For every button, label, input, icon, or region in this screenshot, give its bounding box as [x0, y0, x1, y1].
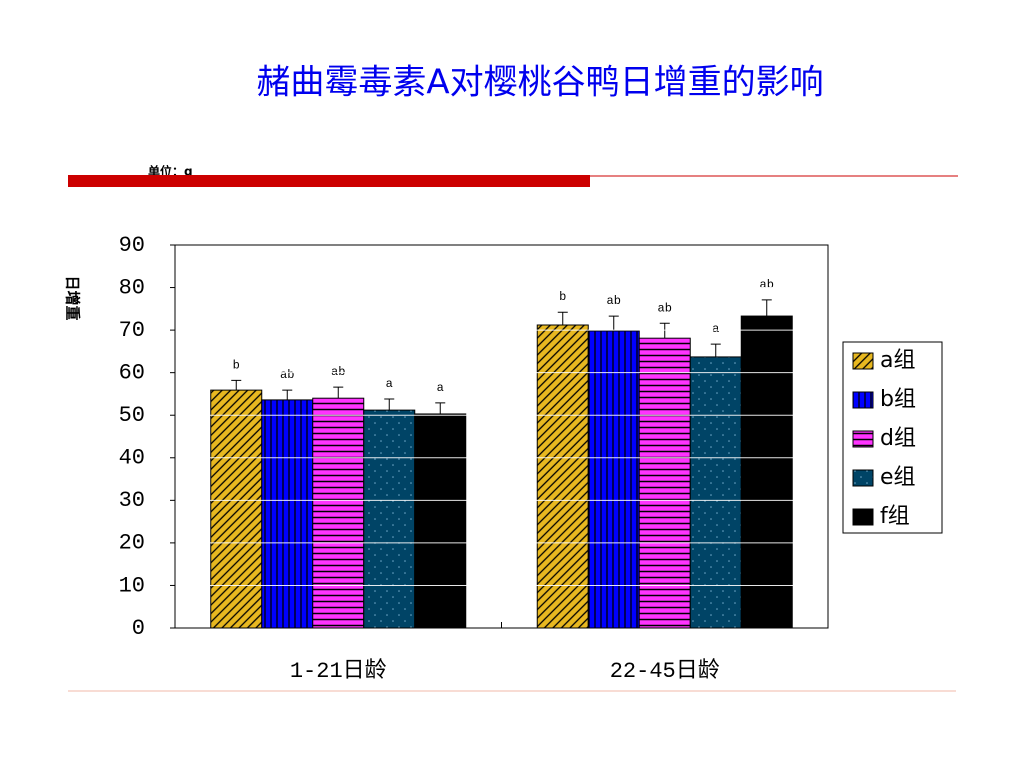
y-tick-label: 70	[119, 318, 145, 343]
unit-label: 单位：g	[148, 164, 193, 179]
y-tick-label: 30	[119, 488, 145, 513]
error-bar	[384, 398, 395, 411]
y-tick-label: 10	[119, 573, 145, 598]
error-bar	[608, 315, 619, 331]
header-bar	[68, 175, 590, 187]
bar	[210, 389, 263, 629]
x-tick-label: 1-21日龄	[290, 658, 387, 684]
bar	[689, 356, 742, 629]
significance-label: b	[559, 290, 566, 304]
bar	[261, 399, 314, 629]
y-tick-label: 60	[119, 360, 145, 385]
error-bar	[659, 322, 670, 339]
y-axis-label: 日增重	[64, 275, 82, 320]
legend-label: a组	[880, 348, 915, 373]
legend-swatch	[852, 352, 874, 370]
legend-swatch	[852, 391, 874, 409]
legend-swatch	[852, 508, 874, 526]
bar	[638, 337, 691, 629]
y-tick-label: 0	[132, 616, 145, 641]
significance-label: ab	[760, 278, 774, 292]
significance-label: ab	[658, 301, 672, 315]
significance-label: ab	[280, 368, 294, 382]
error-bar	[435, 402, 446, 414]
significance-label: b	[233, 358, 240, 372]
legend-swatch	[852, 430, 874, 448]
legend-label: f组	[880, 504, 910, 529]
bar	[740, 315, 793, 629]
bar	[414, 413, 467, 629]
x-tick-label: 22-45日龄	[610, 658, 720, 684]
y-tick-label: 90	[119, 233, 145, 258]
error-bar	[761, 299, 772, 317]
significance-label: a	[712, 322, 719, 336]
legend-label: b组	[880, 387, 916, 412]
error-bar	[557, 311, 568, 326]
significance-label: a	[437, 381, 444, 395]
legend-label: d组	[880, 426, 916, 451]
error-bar	[231, 379, 242, 391]
legend-swatch	[852, 469, 874, 487]
y-tick-label: 50	[119, 403, 145, 428]
bar	[536, 324, 589, 629]
error-bar	[710, 343, 721, 357]
bar	[363, 409, 416, 629]
bar	[312, 397, 365, 629]
y-tick-label: 40	[119, 446, 145, 471]
y-tick-label: 80	[119, 275, 145, 300]
legend-label: e组	[880, 465, 916, 490]
significance-label: a	[386, 377, 393, 391]
significance-label: ab	[331, 365, 345, 379]
y-tick-label: 20	[119, 531, 145, 556]
bar	[587, 330, 640, 629]
error-bar	[333, 386, 344, 399]
error-bar	[282, 389, 293, 400]
page-title: 赭曲霉毒素A对樱桃谷鸭日增重的影响	[256, 63, 823, 103]
significance-label: ab	[607, 294, 621, 308]
